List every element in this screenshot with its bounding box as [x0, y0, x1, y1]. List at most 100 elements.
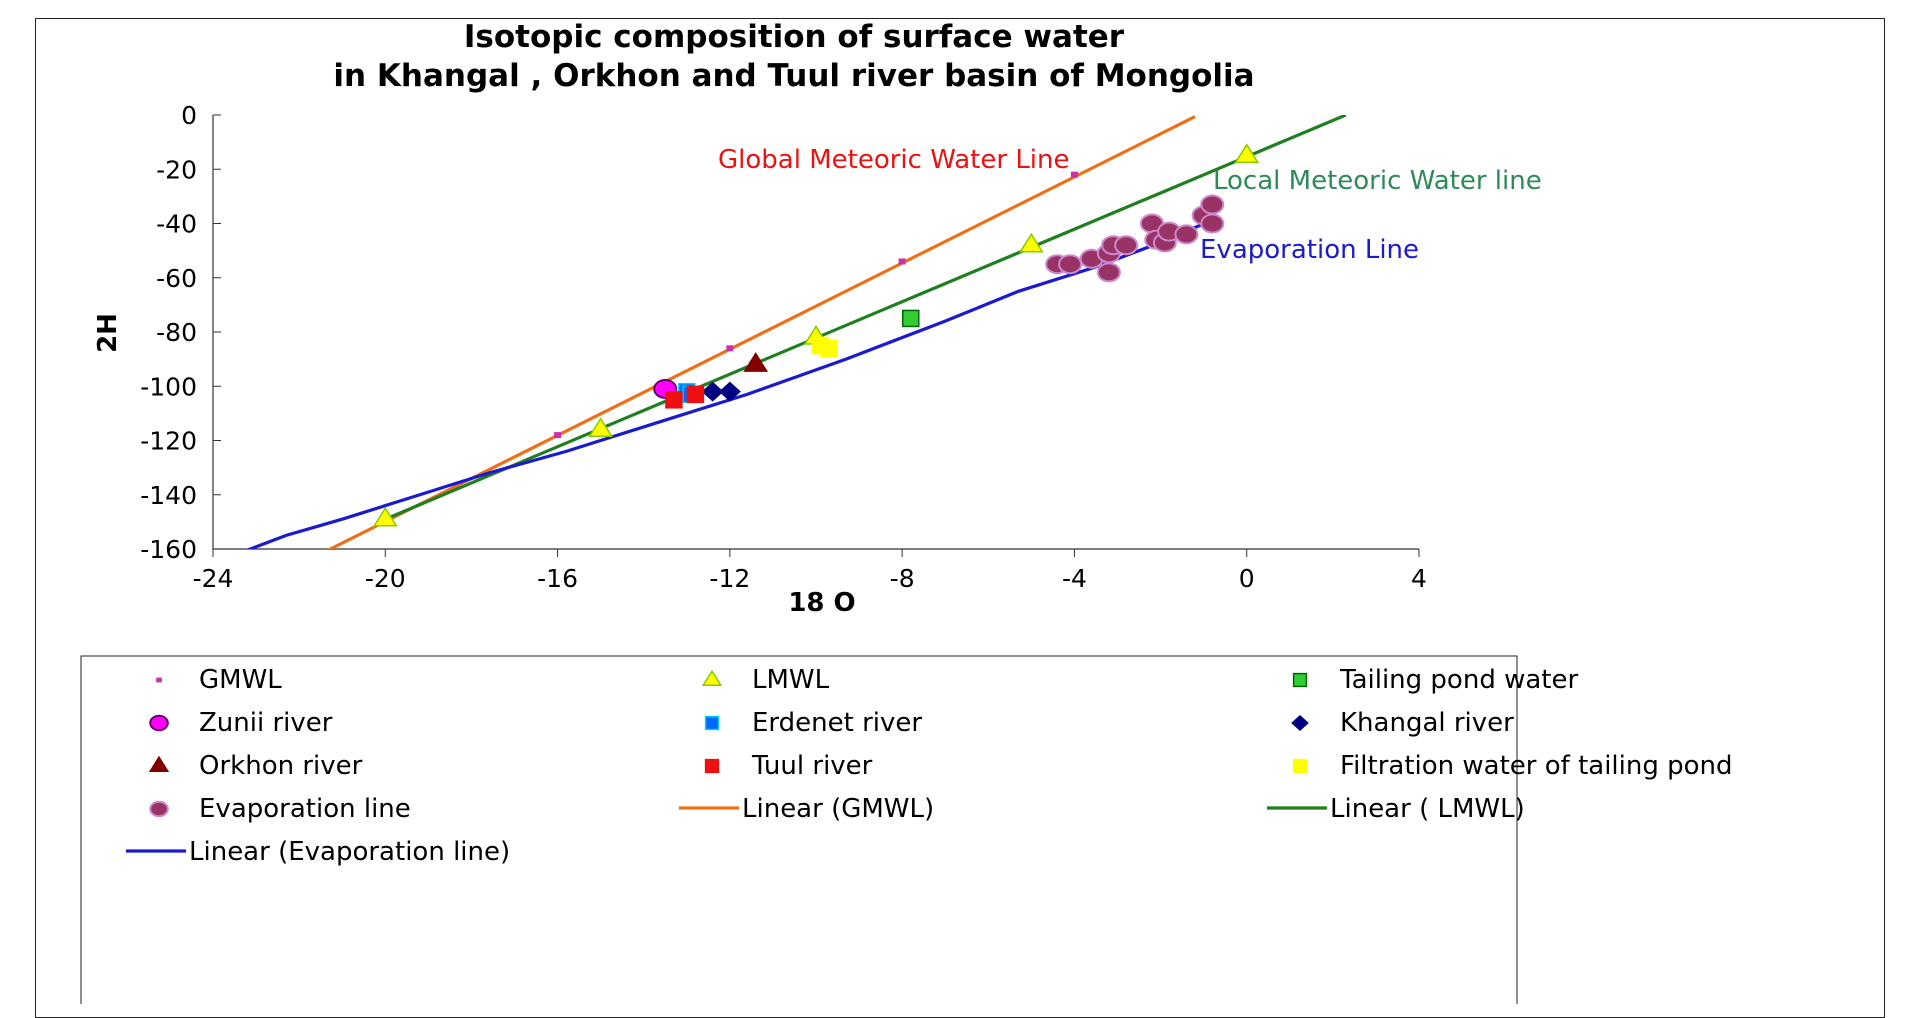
data-point-gmwl — [554, 432, 562, 439]
series-orkhon-river — [743, 352, 769, 372]
legend-box — [80, 655, 1518, 1004]
legend: GMWL LMWL Tailing pond water Zunii river Erd… — [80, 655, 1733, 1004]
y-tick-label: -100 — [140, 372, 197, 401]
legend-swatch — [149, 800, 169, 818]
x-tick-label: 0 — [1239, 564, 1255, 593]
legend-swatch — [156, 677, 162, 683]
chart-frame: Isotopic composition of surface water in… — [35, 18, 1885, 1018]
x-tick-label: 4 — [1411, 564, 1427, 593]
data-point-tuul-river — [686, 385, 705, 404]
data-point-lmwl — [372, 506, 398, 527]
legend-label: LMWL — [752, 665, 830, 695]
data-point-khangal-river — [718, 381, 741, 402]
series-evaporation-line — [1045, 194, 1225, 283]
trendlines — [245, 115, 1347, 549]
data-point-khangal-river — [701, 381, 724, 402]
legend-swatch — [1292, 672, 1308, 688]
data-point-gmwl — [726, 345, 734, 352]
title-line-1: Isotopic composition of surface water — [464, 19, 1125, 55]
y-tick-label: 0 — [181, 101, 197, 130]
legend-swatch — [1291, 715, 1309, 731]
legend-item-lmwl: LMWL — [701, 665, 830, 695]
data-point-evaporation-line — [1114, 235, 1139, 256]
data-points — [372, 143, 1260, 527]
legend-item-orkhon-river: Orkhon river — [148, 751, 363, 781]
legend-entries: GMWL LMWL Tailing pond water Zunii river Erd… — [126, 665, 1733, 867]
series-tuul-river — [665, 385, 705, 409]
legend-item-tailing-pond-water: Tailing pond water — [1292, 665, 1578, 695]
legend-swatch — [704, 758, 720, 774]
legend-swatch — [1292, 758, 1308, 774]
legend-label: Linear ( LMWL) — [1330, 794, 1525, 824]
data-point-tuul-river — [665, 391, 683, 409]
trendline-linear-evaporation-line — [245, 216, 1218, 549]
trendline-linear-gmwl — [326, 115, 1196, 549]
legend-item-erdenet-river: Erdenet river — [704, 708, 922, 738]
legend-item-tuul-river: Tuul river — [704, 751, 873, 781]
legend-item-evaporation-line: Evaporation line — [149, 794, 411, 824]
legend-item-gmwl: GMWL — [156, 665, 282, 695]
data-point-lmwl — [1019, 232, 1044, 253]
legend-swatch — [704, 715, 720, 731]
legend-label: Filtration water of tailing pond — [1340, 751, 1733, 781]
x-tick-label: -24 — [193, 564, 234, 593]
series-filtration-water-of-tailing-pond — [811, 336, 838, 358]
x-tick-label: -4 — [1062, 564, 1087, 593]
series-khangal-river — [701, 381, 741, 402]
legend-label: Linear (GMWL) — [742, 794, 934, 824]
legend-label: Zunii river — [199, 708, 333, 738]
x-tick-label: -12 — [709, 564, 750, 593]
series-tailing-pond-water — [902, 309, 920, 328]
y-tick-label: -160 — [140, 535, 197, 564]
x-axis-title: 18 O — [788, 588, 855, 618]
y-tick-label: -40 — [156, 210, 197, 239]
annotation-evaporation-line: Evaporation Line — [1200, 235, 1419, 265]
legend-swatch — [149, 714, 169, 732]
y-tick-label: -140 — [140, 481, 197, 510]
legend-label: Orkhon river — [199, 751, 363, 781]
chart-title: Isotopic composition of surface water in… — [333, 19, 1254, 94]
y-tick-label: -60 — [156, 264, 197, 293]
legend-label: GMWL — [199, 665, 282, 695]
data-point-evaporation-line — [1174, 224, 1199, 245]
x-tick-label: -8 — [890, 564, 915, 593]
data-point-lmwl — [1234, 143, 1260, 164]
data-point-tailing-pond-water — [902, 309, 920, 328]
data-point-filtration-water-of-tailing-pond — [820, 339, 838, 358]
data-point-evaporation-line — [1200, 194, 1225, 215]
data-point-gmwl — [898, 258, 906, 265]
legend-label: Tuul river — [751, 751, 873, 781]
annotations: Global Meteoric Water Line Local Meteori… — [718, 145, 1542, 265]
data-point-evaporation-line — [1058, 254, 1083, 275]
data-point-evaporation-line — [1096, 262, 1121, 283]
title-line-2: in Khangal , Orkhon and Tuul river basin… — [333, 58, 1254, 94]
annotation-global-meteoric-water-line: Global Meteoric Water Line — [718, 145, 1070, 175]
legend-swatch — [148, 755, 170, 773]
legend-item-linear-lmwl: Linear ( LMWL) — [1267, 794, 1525, 824]
legend-label: Erdenet river — [752, 708, 922, 738]
legend-item-filtration-water-of-tailing-pond: Filtration water of tailing pond — [1292, 751, 1733, 781]
legend-item-linear-evaporation-line: Linear (Evaporation line) — [126, 837, 510, 867]
x-tick-label: -20 — [365, 564, 406, 593]
data-point-lmwl — [588, 417, 613, 437]
data-point-gmwl — [1070, 171, 1078, 178]
series-lmwl — [372, 143, 1260, 527]
x-tick-label: -16 — [537, 564, 578, 593]
legend-item-linear-gmwl: Linear (GMWL) — [679, 794, 934, 824]
legend-label: Khangal river — [1340, 708, 1514, 738]
y-axis-title: 2H — [93, 313, 123, 353]
legend-item-khangal-river: Khangal river — [1291, 708, 1514, 738]
legend-swatch — [701, 669, 723, 687]
y-tick-label: -120 — [140, 427, 197, 456]
legend-label: Tailing pond water — [1339, 665, 1578, 695]
y-tick-label: -20 — [156, 155, 197, 184]
trendline-linear-lmwl — [384, 115, 1347, 521]
data-point-orkhon-river — [743, 352, 769, 372]
y-tick-label: -80 — [156, 318, 197, 347]
chart-svg: Isotopic composition of surface water in… — [80, 19, 1733, 1004]
annotation-local-meteoric-water-line: Local Meteoric Water line — [1213, 166, 1542, 196]
legend-label: Linear (Evaporation line) — [189, 837, 510, 867]
plot-area: 0-20-40-60-80-100-120-140-160-24 -20 -16 -1… — [140, 101, 1427, 593]
data-point-evaporation-line — [1200, 213, 1225, 234]
legend-item-zunii-river: Zunii river — [149, 708, 333, 738]
